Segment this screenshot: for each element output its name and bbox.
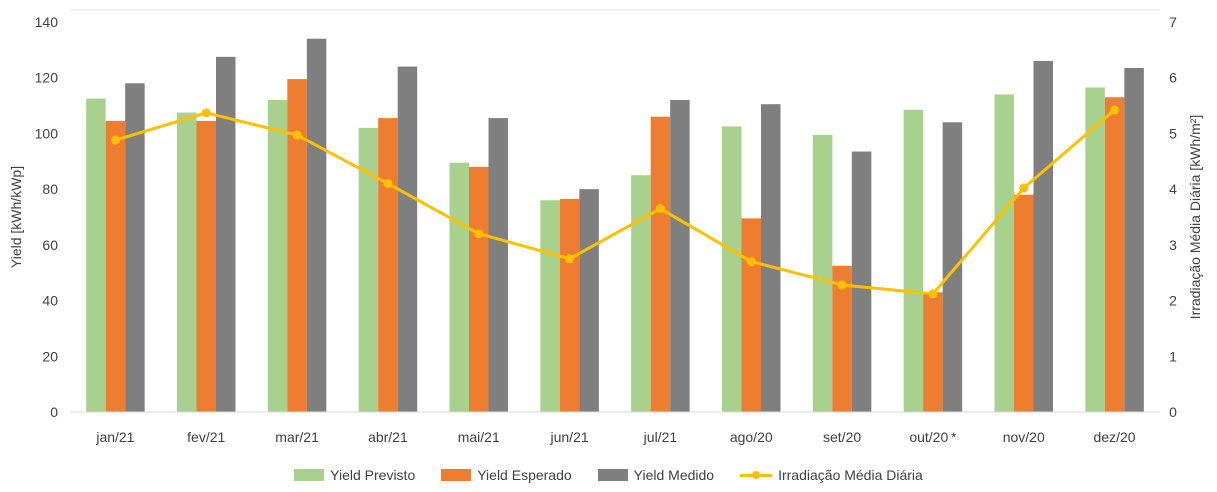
irradiation-point <box>746 257 756 267</box>
legend-item-irradiacao: Irradiação Média Diária <box>740 467 923 483</box>
x-tick-label: dez/20 <box>1094 429 1136 445</box>
bar-yield-esperado <box>650 116 671 412</box>
y2-tick-label: 5 <box>1169 125 1177 141</box>
y-tick-label: 40 <box>42 293 58 309</box>
bar-yield-esperado <box>1014 194 1034 412</box>
bar-yield-medido <box>942 122 963 413</box>
legend-swatch-yield-previsto <box>294 469 325 481</box>
legend-label-yield-previsto: Yield Previsto <box>330 467 416 483</box>
bar-yield-previsto <box>86 98 106 412</box>
y2-tick-label: 4 <box>1169 181 1177 197</box>
bar-yield-esperado <box>923 292 943 412</box>
x-tick-label: nov/20 <box>1003 429 1045 445</box>
bar-yield-medido <box>761 104 781 412</box>
bar-yield-esperado <box>469 166 489 412</box>
y-tick-label: 120 <box>35 70 59 86</box>
x-tick-label: fev/21 <box>187 429 225 445</box>
bar-yield-esperado <box>559 198 580 412</box>
y-tick-label: 60 <box>42 237 58 253</box>
x-tick-label: mar/21 <box>275 429 319 445</box>
irradiation-line-series <box>110 105 1120 299</box>
bar-yield-medido <box>670 100 690 412</box>
bar-yield-esperado <box>741 218 761 412</box>
legend-label-yield-medido: Yield Medido <box>633 467 715 483</box>
chart: 0 20 40 60 80 100 120 140 0 1 2 3 4 5 6 7 jan/21 fev/21… <box>8 9 1203 445</box>
bar-yield-esperado <box>832 265 852 412</box>
irradiation-point <box>655 204 665 214</box>
y2-tick-label: 7 <box>1169 14 1177 30</box>
y2-tick-label: 3 <box>1169 237 1177 253</box>
irradiation-point <box>474 229 484 239</box>
bar-yield-medido <box>851 151 872 413</box>
x-tick-label: jul/21 <box>643 429 678 445</box>
legend-swatch-irradiacao <box>740 469 773 481</box>
bar-yield-previsto <box>994 94 1014 412</box>
bar-yield-previsto <box>540 200 560 412</box>
x-tick-label: out/20 * <box>909 429 957 445</box>
y-tick-label: 20 <box>42 348 58 364</box>
y-tick-label: 0 <box>50 404 58 420</box>
legend-item-yield-previsto: Yield Previsto <box>294 467 415 483</box>
bar-yield-esperado <box>1104 97 1125 412</box>
legend-swatch-yield-esperado <box>441 469 472 481</box>
irradiation-point <box>201 108 211 118</box>
irradiation-point <box>837 280 847 290</box>
irradiation-point <box>110 135 120 145</box>
y2-tick-label: 0 <box>1169 404 1177 420</box>
y-tick-label: 140 <box>35 14 59 30</box>
irradiation-point <box>1019 183 1029 193</box>
y2-tick-label: 2 <box>1169 293 1177 309</box>
irradiation-point <box>292 130 302 140</box>
x-tick-label: set/20 <box>823 429 861 445</box>
bar-yield-previsto <box>358 127 379 412</box>
bar-yield-medido <box>1124 67 1144 412</box>
bar-yield-medido <box>579 189 599 412</box>
irradiation-point <box>565 254 575 264</box>
bar-yield-previsto <box>267 100 288 412</box>
x-tick-label: ago/20 <box>730 429 773 445</box>
bar-yield-previsto <box>631 175 651 412</box>
bar-yield-previsto <box>903 109 924 412</box>
legend-swatch-yield-medido <box>597 469 628 481</box>
bar-yield-medido <box>306 38 327 412</box>
bar-yield-previsto <box>177 112 197 413</box>
bar-yield-previsto <box>812 134 833 413</box>
irradiation-line <box>114 108 1116 296</box>
x-tick-label: jan/21 <box>95 429 134 445</box>
legend: Yield Previsto Yield Esperado Yield Medi… <box>0 462 1217 488</box>
bar-yield-medido <box>216 56 236 412</box>
x-tick-label: jun/21 <box>550 429 589 445</box>
legend-label-irradiacao: Irradiação Média Diária <box>778 467 923 483</box>
bar-yield-previsto <box>449 162 469 412</box>
y-tick-label: 80 <box>42 181 58 197</box>
y2-tick-label: 1 <box>1169 348 1177 364</box>
legend-label-yield-esperado: Yield Esperado <box>477 467 572 483</box>
bar-yield-previsto <box>722 126 742 412</box>
x-tick-label: mai/21 <box>458 429 500 445</box>
bar-yield-medido <box>397 66 418 413</box>
x-axis-ticks: jan/21 fev/21 mar/21 abr/21 mai/21 jun/21 jul/… <box>95 429 1135 445</box>
bar-yield-medido <box>125 83 145 413</box>
bar-yield-esperado <box>196 120 216 413</box>
bar-yield-medido <box>488 118 508 412</box>
legend-item-yield-esperado: Yield Esperado <box>441 467 572 483</box>
y-axis-ticks: 0 20 40 60 80 100 120 140 <box>35 14 59 420</box>
y2-tick-label: 6 <box>1169 70 1177 86</box>
bar-yield-esperado <box>287 79 307 412</box>
irradiation-point <box>928 289 938 299</box>
bars <box>86 38 1144 413</box>
y2-axis-ticks: 0 1 2 3 4 5 6 7 <box>1169 14 1177 420</box>
y-axis-title: Yield [kWh/kWp] <box>8 166 24 268</box>
irradiation-point <box>1110 105 1120 115</box>
legend-item-yield-medido: Yield Medido <box>597 467 715 483</box>
y2-axis-title: Irradiação Média Diária [kWh/m²] <box>1187 115 1203 320</box>
bar-yield-esperado <box>378 118 398 412</box>
irradiation-point <box>383 179 393 189</box>
y-tick-label: 100 <box>35 125 59 141</box>
bar-yield-previsto <box>1085 87 1105 412</box>
bar-yield-medido <box>1033 61 1053 412</box>
x-tick-label: abr/21 <box>368 429 408 445</box>
bar-yield-esperado <box>105 120 126 413</box>
